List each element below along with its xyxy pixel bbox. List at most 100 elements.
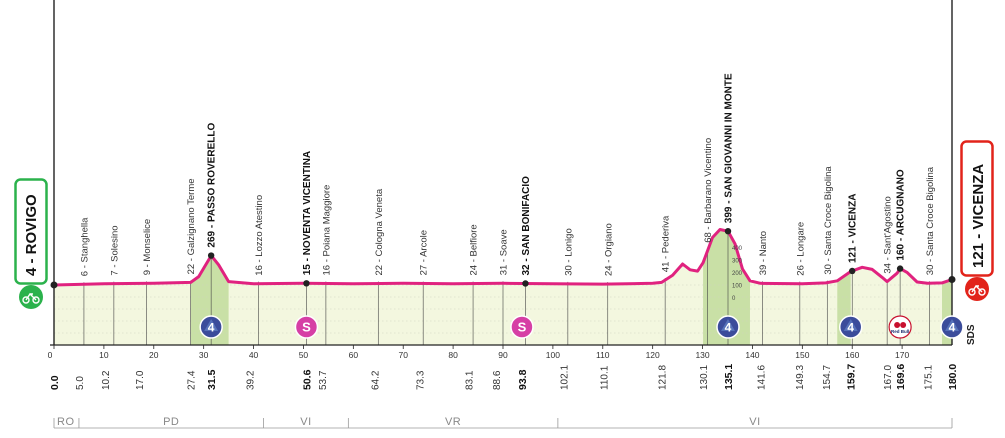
finish-label: 121 - VICENZA — [970, 164, 987, 268]
place-dot — [522, 280, 529, 287]
distance-label: 39.2 — [246, 370, 257, 390]
place-label: 22 - Cologna Veneta — [374, 188, 385, 275]
redbull-label: Red Bull — [891, 329, 909, 334]
place-dot — [896, 265, 904, 272]
sprint-icon — [294, 315, 319, 339]
finish-badge: 121 - VICENZA — [960, 140, 994, 301]
x-axis-tick-label: 40 — [249, 350, 259, 360]
distance-label: 167.0 — [883, 365, 894, 390]
bike-glyph-icon — [22, 292, 40, 304]
x-axis-tick-label: 60 — [349, 350, 359, 360]
x-axis-tick-label: 130 — [695, 350, 709, 360]
mountain-glyph-icon — [720, 319, 735, 331]
x-axis-tick-label: 70 — [398, 350, 408, 360]
start-dot — [50, 281, 58, 289]
place-label: 16 - Poiana Maggiore — [321, 185, 332, 276]
mountain-glyph-icon — [204, 319, 219, 331]
elevation-scale-tick: 0 — [732, 296, 736, 302]
distance-label: 73.3 — [416, 370, 427, 390]
elevation-scale-tick: 100 — [732, 284, 743, 290]
place-label: 24 - Orgiano — [603, 223, 614, 276]
place-label: 31 - Soave — [499, 229, 510, 275]
place-label: 32 - SAN BONIFACIO — [521, 176, 532, 276]
distance-label: 135.1 — [723, 364, 735, 390]
place-label: 24 - Belfiore — [469, 224, 480, 275]
place-label: 22 - Galzignano Terme — [186, 178, 197, 274]
kom-category-label: 4 — [725, 321, 732, 335]
kom-category-label: 4 — [208, 321, 215, 335]
kom-category-label: 4 — [847, 321, 854, 335]
place-label: 30 - Santa Croce Bigolina — [925, 166, 936, 275]
x-axis-tick-label: 80 — [448, 350, 458, 360]
place-label: 9 - Monselice — [142, 219, 153, 276]
place-dot — [207, 252, 215, 259]
start-badge: 4 - ROVIGO — [14, 178, 48, 309]
distance-label: 31.5 — [206, 369, 218, 390]
place-dot — [849, 267, 856, 275]
x-axis-tick-label: 0 — [48, 350, 53, 360]
sprint-label: S — [518, 320, 527, 335]
place-dot — [303, 280, 310, 287]
place-label: 399 - SAN GIOVANNI IN MONTE — [724, 73, 735, 223]
start-label: 4 - ROVIGO — [23, 194, 40, 276]
place-label: 30 - Santa Croce Bigolina — [823, 166, 834, 275]
distance-label: 88.6 — [492, 370, 503, 390]
distance-label: 121.8 — [658, 365, 669, 390]
x-axis-tick-label: 120 — [646, 350, 660, 360]
x-axis-tick-label: 140 — [745, 350, 759, 360]
place-label: 269 - PASSO ROVERELLO — [207, 123, 218, 248]
bike-glyph-icon — [968, 284, 986, 296]
distance-label: 159.7 — [846, 364, 858, 390]
mountain-glyph-icon — [945, 319, 959, 331]
x-axis-tick-label: 20 — [149, 350, 159, 360]
province-label: RO — [57, 416, 75, 428]
x-axis-tick-label: 170 — [895, 350, 909, 360]
x-axis-tick-label: 90 — [498, 350, 508, 360]
x-axis-tick-label: 150 — [795, 350, 809, 360]
distance-label: 130.1 — [699, 365, 710, 390]
distance-label: 93.8 — [517, 369, 529, 390]
distance-label: 10.2 — [101, 370, 112, 390]
x-axis-tick-label: 110 — [596, 350, 610, 360]
elevation-scale-tick: 300 — [732, 259, 743, 265]
place-label: 6 - Stanghella — [79, 217, 90, 276]
elevation-scale-tick: 400 — [732, 246, 743, 252]
mountain-glyph-icon — [843, 319, 858, 331]
province-label: VI — [749, 416, 760, 428]
distance-label: 17.0 — [135, 370, 146, 390]
distance-label: 102.1 — [559, 365, 570, 390]
place-label: 16 - Lozzo Atestino — [254, 195, 265, 276]
elevation-scale-tick: 200 — [732, 271, 743, 277]
sprint-label: S — [302, 320, 311, 335]
distance-label: 149.3 — [795, 365, 806, 390]
distance-label: 53.7 — [318, 370, 329, 390]
redbull-km-icon — [888, 315, 912, 339]
bull-icon — [900, 322, 907, 328]
place-label: 41 - Pederiva — [661, 215, 672, 272]
place-label: 26 - Longare — [795, 222, 806, 276]
distance-label: 180.0 — [947, 364, 959, 390]
x-axis-tick-label: 160 — [845, 350, 859, 360]
x-axis-tick-label: 10 — [99, 350, 109, 360]
place-label: 7 - Solesino — [109, 225, 120, 275]
x-axis-tick-label: 50 — [299, 350, 309, 360]
x-axis-tick-label: 30 — [199, 350, 209, 360]
distance-label: 169.6 — [895, 364, 907, 390]
place-dot — [724, 228, 732, 235]
profile-line — [53, 228, 953, 287]
kom-category-label: 4 — [949, 321, 956, 335]
distance-label: 141.6 — [756, 365, 767, 390]
start-badge-frame — [14, 178, 48, 285]
province-label: VI — [300, 416, 311, 428]
place-label: 68 - Barbarano Vicentino — [703, 138, 714, 243]
distance-label: 154.7 — [822, 365, 833, 390]
place-label: 27 - Arcole — [419, 230, 430, 275]
place-label: 39 - Nanto — [758, 231, 769, 275]
distance-label: 83.1 — [465, 370, 476, 390]
place-label: 15 - NOVENTA VICENTINA — [302, 151, 313, 275]
distance-label: 64.2 — [370, 370, 381, 390]
province-label: VR — [445, 416, 461, 428]
distance-label: 0.0 — [49, 375, 61, 390]
